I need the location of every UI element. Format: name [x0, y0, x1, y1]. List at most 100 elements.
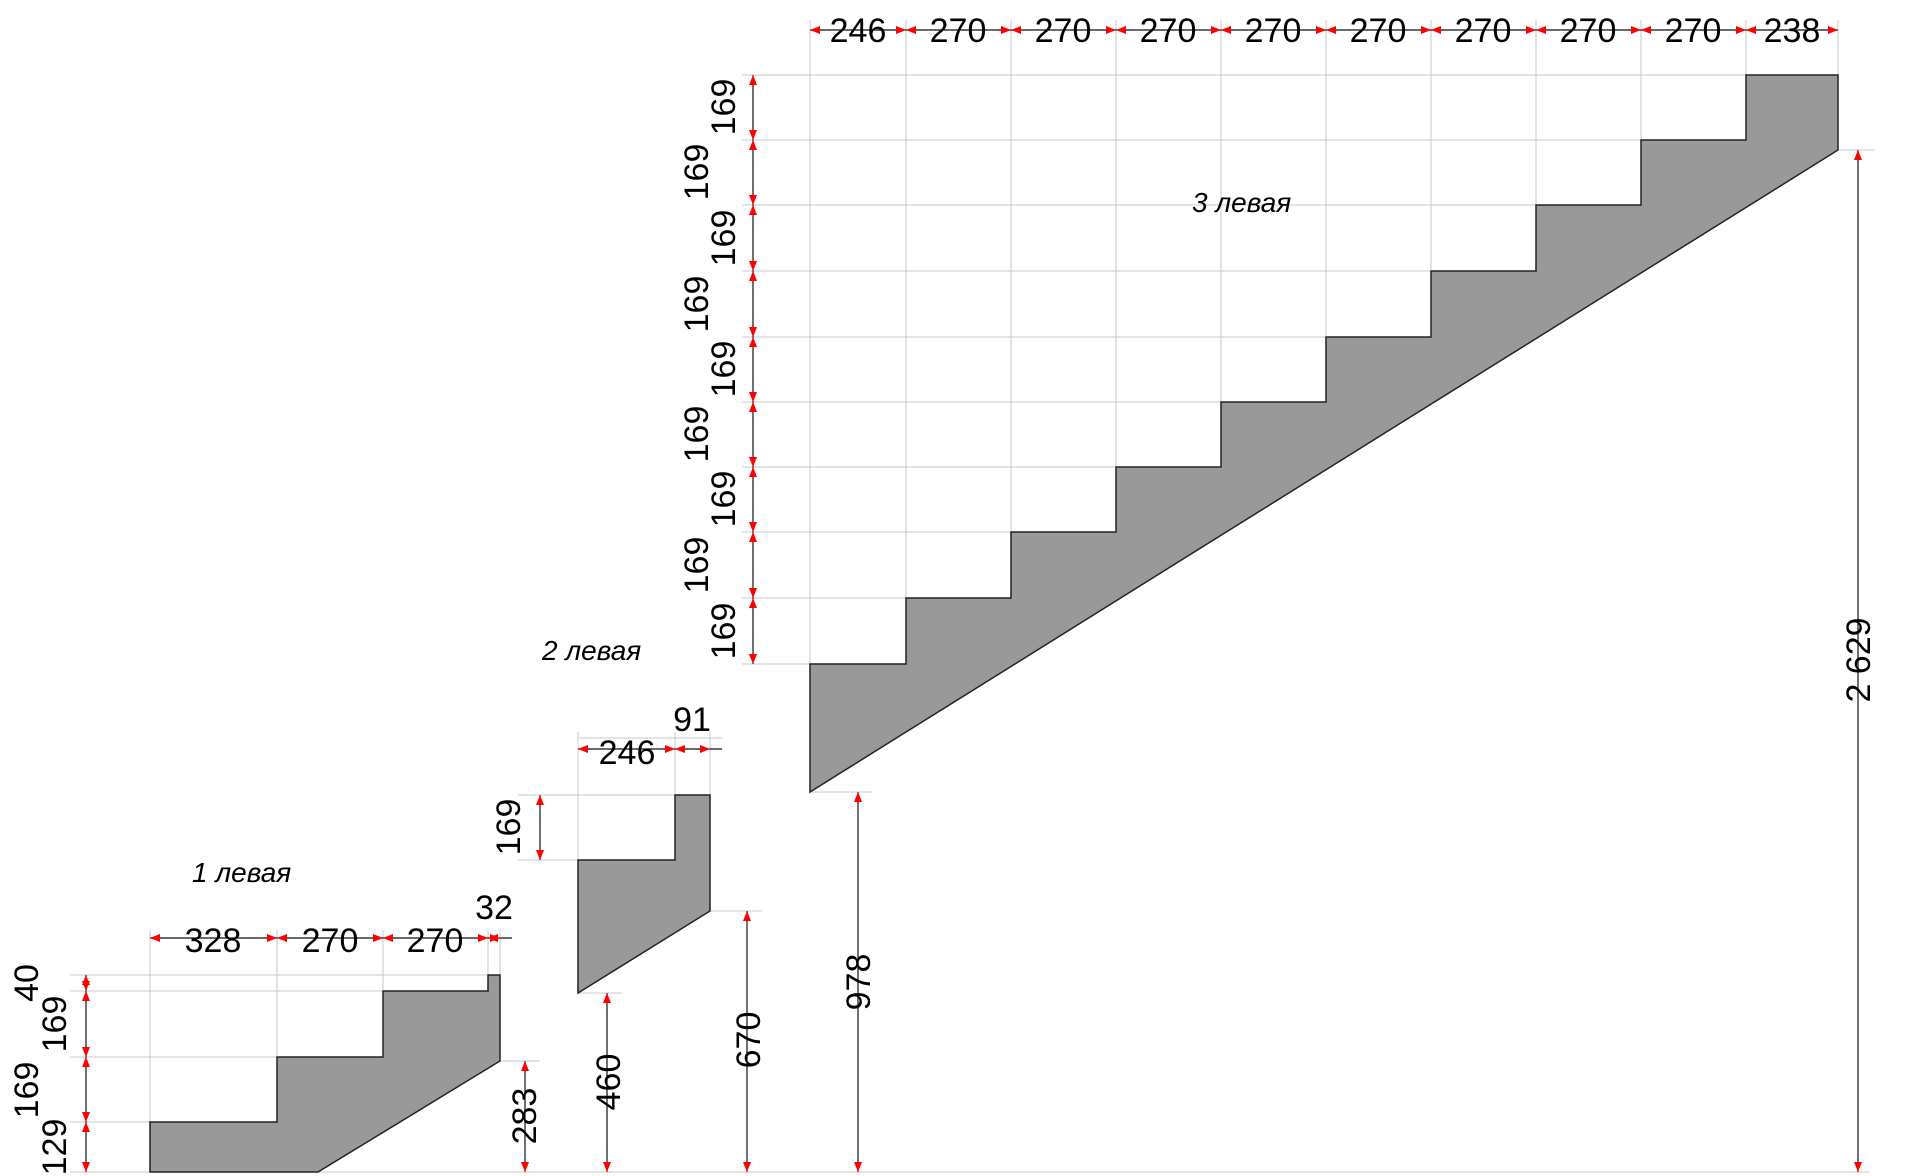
dimension-arrowhead: [810, 26, 820, 34]
dim-height-1-4: 129: [36, 1119, 74, 1176]
dimension-arrowhead: [749, 271, 757, 281]
dimension-arrowhead: [749, 205, 757, 215]
dimension-arrows: [82, 26, 1862, 1172]
stringer-3-shape: [809, 74, 1839, 794]
dim-width-3-9: 270: [1665, 12, 1722, 50]
dimension-arrowhead: [603, 993, 611, 1003]
dimension-arrowhead: [1221, 26, 1231, 34]
dim-height-3-3: 169: [705, 210, 743, 267]
dimension-arrowhead: [700, 745, 710, 753]
dimension-arrowhead: [896, 26, 906, 34]
dimension-arrowhead: [82, 981, 90, 991]
dimension-arrowhead: [749, 588, 757, 598]
dimension-arrowhead: [536, 850, 544, 860]
dimension-arrowhead: [82, 1122, 90, 1132]
dimension-lines: [85, 29, 1859, 1172]
dimension-arrowhead: [150, 934, 160, 942]
dim-width-3-8: 270: [1560, 12, 1617, 50]
dim-height-3-5: 169: [705, 341, 743, 398]
dimension-arrowhead: [1001, 26, 1011, 34]
stringer-1-label: 1 левая: [192, 857, 291, 888]
dim-width-3-3: 270: [1035, 12, 1092, 50]
dim-height-1-2: 169: [36, 996, 74, 1053]
dim-height-3-1: 169: [705, 79, 743, 136]
dimension-arrowhead: [749, 467, 757, 477]
dim-height-3-4: 169: [678, 276, 716, 333]
dimension-arrowhead: [1641, 26, 1651, 34]
dim-width-2-1: 246: [599, 734, 656, 772]
dimension-arrowhead: [749, 532, 757, 542]
dim-width-1-1: 328: [185, 922, 242, 960]
dimension-arrowhead: [521, 1162, 529, 1172]
dim-height-1-1: 40: [8, 964, 46, 1002]
dimension-arrowhead: [82, 1162, 90, 1172]
dimension-arrowhead: [1116, 26, 1126, 34]
dimension-arrowhead: [1736, 26, 1746, 34]
dim-height-2-left: 460: [590, 1054, 628, 1111]
dimension-arrowhead: [675, 745, 685, 753]
dimension-arrowhead: [749, 402, 757, 412]
stringer-3-dimensions: 246 270 270 270 270 270 270 270 270 238 …: [678, 12, 1878, 1010]
dimension-arrowhead: [749, 522, 757, 532]
dimension-arrowhead: [603, 1162, 611, 1172]
dim-height-1-3: 169: [8, 1062, 46, 1119]
dimension-arrowhead: [749, 337, 757, 347]
dimension-arrowhead: [277, 934, 287, 942]
stringer-3-label: 3 левая: [1192, 187, 1291, 218]
dimension-arrowhead: [749, 327, 757, 337]
dimension-arrowhead: [82, 1047, 90, 1057]
dim-height-3-7: 169: [705, 471, 743, 528]
dimension-arrowhead: [854, 1162, 862, 1172]
dim-height-3-left: 978: [840, 954, 878, 1011]
dim-width-3-7: 270: [1455, 12, 1512, 50]
dim-width-1-4: 32: [475, 889, 513, 927]
dimension-arrowhead: [906, 26, 916, 34]
dim-height-3-8: 169: [678, 537, 716, 594]
dim-height-2-top: 169: [490, 799, 528, 856]
dim-width-3-1: 246: [830, 12, 887, 50]
dim-height-3-9: 169: [705, 603, 743, 660]
dimension-arrowhead: [578, 745, 588, 753]
dimension-arrowhead: [665, 745, 675, 753]
dimension-arrowhead: [1431, 26, 1441, 34]
dimension-arrowhead: [1536, 26, 1546, 34]
dimension-arrowhead: [749, 140, 757, 150]
dimension-arrowhead: [749, 75, 757, 85]
dimension-arrowhead: [267, 934, 277, 942]
dimension-arrowhead: [1746, 26, 1756, 34]
dimension-arrowhead: [82, 1112, 90, 1122]
stringer-1-shape: [149, 974, 501, 1173]
dimension-arrowhead: [373, 934, 383, 942]
dim-width-3-5: 270: [1245, 12, 1302, 50]
dimension-arrowhead: [743, 1162, 751, 1172]
dimension-arrowhead: [749, 392, 757, 402]
dim-height-2-right: 670: [730, 1012, 768, 1069]
dimension-arrowhead: [749, 457, 757, 467]
dim-height-3-right: 2 629: [1840, 617, 1878, 702]
stringer-2-label: 2 левая: [541, 635, 641, 666]
dimension-arrowhead: [1211, 26, 1221, 34]
dimension-arrowhead: [383, 934, 393, 942]
dimension-arrowhead: [521, 1061, 529, 1071]
dim-width-3-4: 270: [1140, 12, 1197, 50]
stringer-2-dimensions: 246 91 169 460 670: [490, 701, 768, 1110]
dimension-arrowhead: [1106, 26, 1116, 34]
dimension-arrowhead: [749, 195, 757, 205]
dimension-arrowhead: [1326, 26, 1336, 34]
dimension-arrowhead: [1421, 26, 1431, 34]
dimension-arrowhead: [82, 991, 90, 1001]
dimension-arrowhead: [1631, 26, 1641, 34]
dimension-arrowhead: [82, 1057, 90, 1067]
dim-width-3-2: 270: [930, 12, 987, 50]
dimension-arrowhead: [854, 792, 862, 802]
dim-width-1-3: 270: [407, 922, 464, 960]
dimension-arrowhead: [1854, 150, 1862, 160]
dim-width-2-2: 91: [673, 701, 711, 739]
dim-height-3-2: 169: [678, 144, 716, 201]
dimension-arrowhead: [749, 598, 757, 608]
stringer-2-shape: [577, 794, 711, 995]
dim-width-1-2: 270: [302, 922, 359, 960]
dimension-arrowhead: [749, 654, 757, 664]
dimension-arrowhead: [536, 795, 544, 805]
